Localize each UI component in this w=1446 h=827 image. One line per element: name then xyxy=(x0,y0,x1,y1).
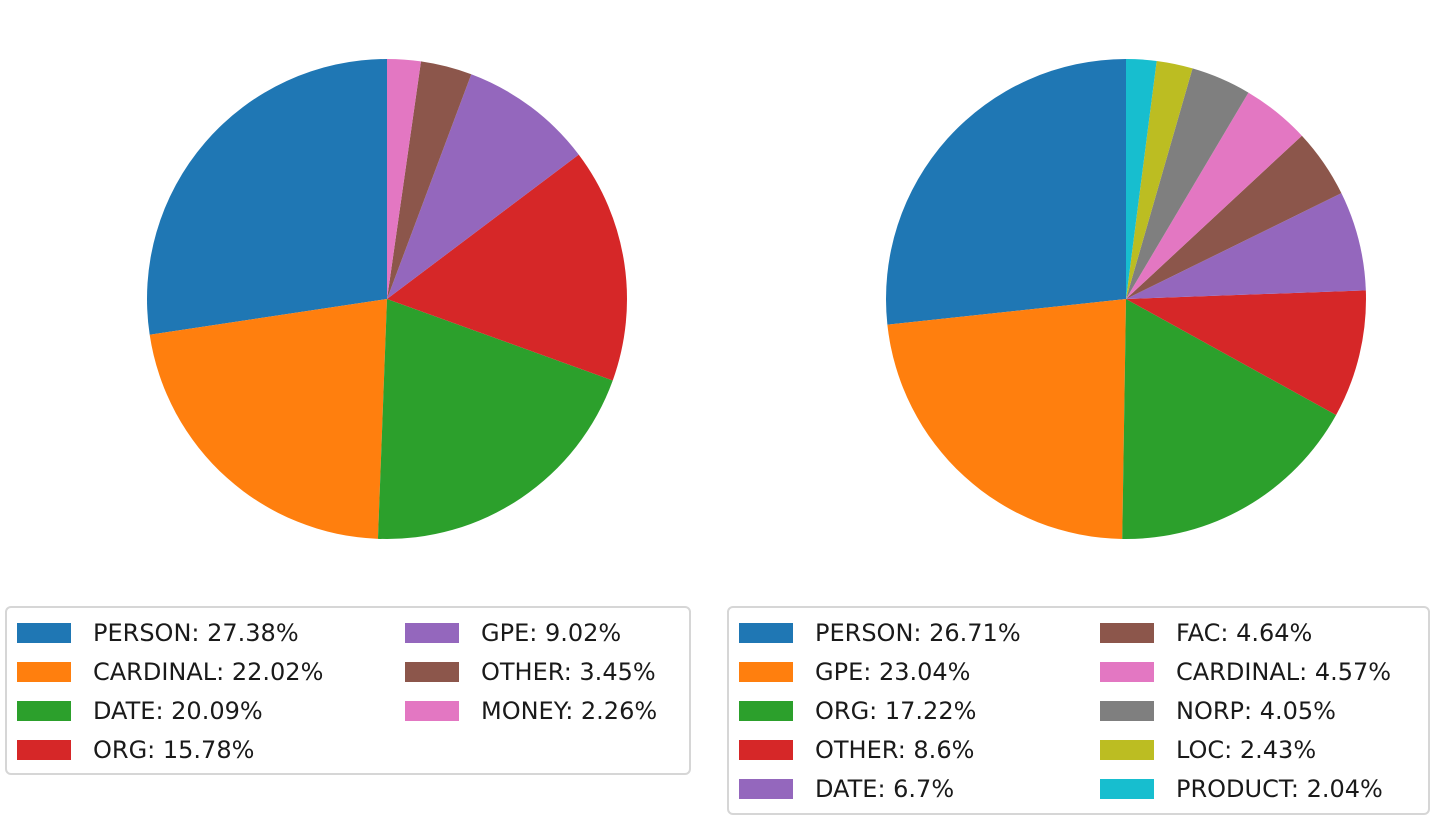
legend-entry-other: OTHER: 3.45% xyxy=(405,657,656,687)
legend-swatch xyxy=(739,623,793,643)
legend-left: PERSON: 27.38% CARDINAL: 22.02% DATE: 20.0… xyxy=(5,606,691,775)
legend-label: PERSON: 27.38% xyxy=(93,619,299,647)
legend-entry-date: DATE: 6.7% xyxy=(739,774,954,804)
pie-slice-gpe xyxy=(887,299,1126,539)
legend-label: ORG: 17.22% xyxy=(815,697,977,725)
pie-slice-fac xyxy=(1126,135,1342,299)
pie-slice-cardinal xyxy=(1126,92,1302,300)
legend-entry-loc: LOC: 2.43% xyxy=(1100,735,1316,765)
legend-swatch xyxy=(1100,623,1154,643)
legend-label: FAC: 4.64% xyxy=(1176,619,1313,647)
legend-entry-norp: NORP: 4.05% xyxy=(1100,696,1336,726)
legend-swatch xyxy=(739,662,793,682)
pie-slice-other xyxy=(387,61,472,299)
pie-slice-other xyxy=(1126,290,1366,416)
legend-right: PERSON: 26.71% GPE: 23.04% ORG: 17.22% OTHE… xyxy=(727,606,1430,815)
legend-swatch xyxy=(1100,701,1154,721)
legend-swatch xyxy=(739,779,793,799)
pie-slice-date xyxy=(1126,193,1366,299)
legend-swatch xyxy=(739,740,793,760)
legend-label: OTHER: 8.6% xyxy=(815,736,975,764)
legend-label: PRODUCT: 2.04% xyxy=(1176,775,1383,803)
legend-label: GPE: 9.02% xyxy=(481,619,622,647)
legend-label: DATE: 20.09% xyxy=(93,697,263,725)
legend-entry-person: PERSON: 27.38% xyxy=(17,618,299,648)
legend-swatch xyxy=(17,740,71,760)
legend-label: GPE: 23.04% xyxy=(815,658,971,686)
legend-swatch xyxy=(1100,779,1154,799)
pie-slice-date xyxy=(377,299,613,539)
pie-slice-org xyxy=(387,154,628,381)
pie-slice-product xyxy=(1126,59,1157,299)
legend-entry-gpe: GPE: 9.02% xyxy=(405,618,621,648)
legend-entry-person: PERSON: 26.71% xyxy=(739,618,1021,648)
legend-swatch xyxy=(1100,740,1154,760)
legend-label: MONEY: 2.26% xyxy=(481,697,658,725)
legend-swatch xyxy=(17,701,71,721)
legend-swatch xyxy=(405,623,459,643)
legend-entry-fac: FAC: 4.64% xyxy=(1100,618,1312,648)
pie-slice-gpe xyxy=(387,74,579,299)
legend-entry-gpe: GPE: 23.04% xyxy=(739,657,970,687)
legend-entry-org: ORG: 15.78% xyxy=(17,735,254,765)
legend-label: OTHER: 3.45% xyxy=(481,658,656,686)
legend-entry-other: OTHER: 8.6% xyxy=(739,735,974,765)
pie-slice-cardinal xyxy=(149,299,387,539)
legend-label: NORP: 4.05% xyxy=(1176,697,1336,725)
legend-swatch xyxy=(405,701,459,721)
legend-entry-product: PRODUCT: 2.04% xyxy=(1100,774,1383,804)
legend-swatch xyxy=(405,662,459,682)
pie-slice-norp xyxy=(1126,68,1249,299)
pie-slice-person xyxy=(146,59,387,335)
legend-swatch xyxy=(17,623,71,643)
legend-entry-cardinal: CARDINAL: 22.02% xyxy=(17,657,323,687)
legend-entry-cardinal: CARDINAL: 4.57% xyxy=(1100,657,1391,687)
pie-slice-loc xyxy=(1126,60,1193,299)
legend-label: ORG: 15.78% xyxy=(93,736,255,764)
legend-entry-money: MONEY: 2.26% xyxy=(405,696,657,726)
pie-chart-right xyxy=(886,59,1366,539)
legend-label: LOC: 2.43% xyxy=(1176,736,1317,764)
pie-slice-money xyxy=(387,59,421,299)
legend-swatch xyxy=(17,662,71,682)
legend-entry-date: DATE: 20.09% xyxy=(17,696,263,726)
legend-label: DATE: 6.7% xyxy=(815,775,955,803)
legend-label: CARDINAL: 4.57% xyxy=(1176,658,1392,686)
legend-entry-org: ORG: 17.22% xyxy=(739,696,976,726)
pie-slice-org xyxy=(1122,299,1337,539)
legend-swatch xyxy=(739,701,793,721)
pie-slice-person xyxy=(886,59,1126,325)
legend-swatch xyxy=(1100,662,1154,682)
legend-label: CARDINAL: 22.02% xyxy=(93,658,324,686)
legend-label: PERSON: 26.71% xyxy=(815,619,1021,647)
pie-chart-left xyxy=(146,59,628,539)
